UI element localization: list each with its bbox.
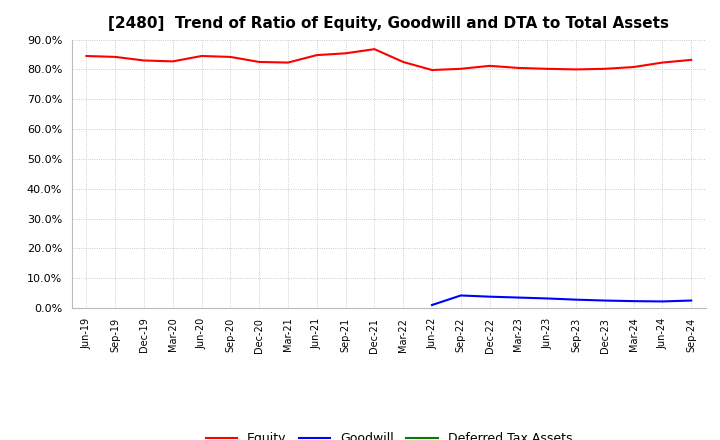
Equity <box>399 59 408 65</box>
Equity <box>658 60 667 65</box>
Equity <box>370 47 379 52</box>
Goodwill <box>658 299 667 304</box>
Goodwill <box>456 293 465 298</box>
Title: [2480]  Trend of Ratio of Equity, Goodwill and DTA to Total Assets: [2480] Trend of Ratio of Equity, Goodwil… <box>108 16 670 32</box>
Equity <box>111 54 120 59</box>
Equity <box>284 60 292 65</box>
Legend: Equity, Goodwill, Deferred Tax Assets: Equity, Goodwill, Deferred Tax Assets <box>201 427 577 440</box>
Equity <box>687 57 696 62</box>
Equity <box>514 65 523 70</box>
Goodwill <box>428 302 436 308</box>
Equity <box>226 54 235 59</box>
Line: Equity: Equity <box>86 49 691 70</box>
Equity <box>428 67 436 73</box>
Equity <box>600 66 609 71</box>
Goodwill <box>572 297 580 302</box>
Equity <box>485 63 494 69</box>
Equity <box>168 59 177 64</box>
Equity <box>341 51 350 56</box>
Goodwill <box>687 298 696 303</box>
Equity <box>255 59 264 65</box>
Equity <box>82 53 91 59</box>
Equity <box>197 53 206 59</box>
Equity <box>456 66 465 71</box>
Equity <box>312 52 321 58</box>
Equity <box>572 67 580 72</box>
Goodwill <box>629 298 638 304</box>
Equity <box>140 58 148 63</box>
Goodwill <box>485 294 494 299</box>
Line: Goodwill: Goodwill <box>432 296 691 305</box>
Goodwill <box>600 298 609 303</box>
Goodwill <box>543 296 552 301</box>
Equity <box>629 64 638 70</box>
Equity <box>543 66 552 71</box>
Goodwill <box>514 295 523 300</box>
